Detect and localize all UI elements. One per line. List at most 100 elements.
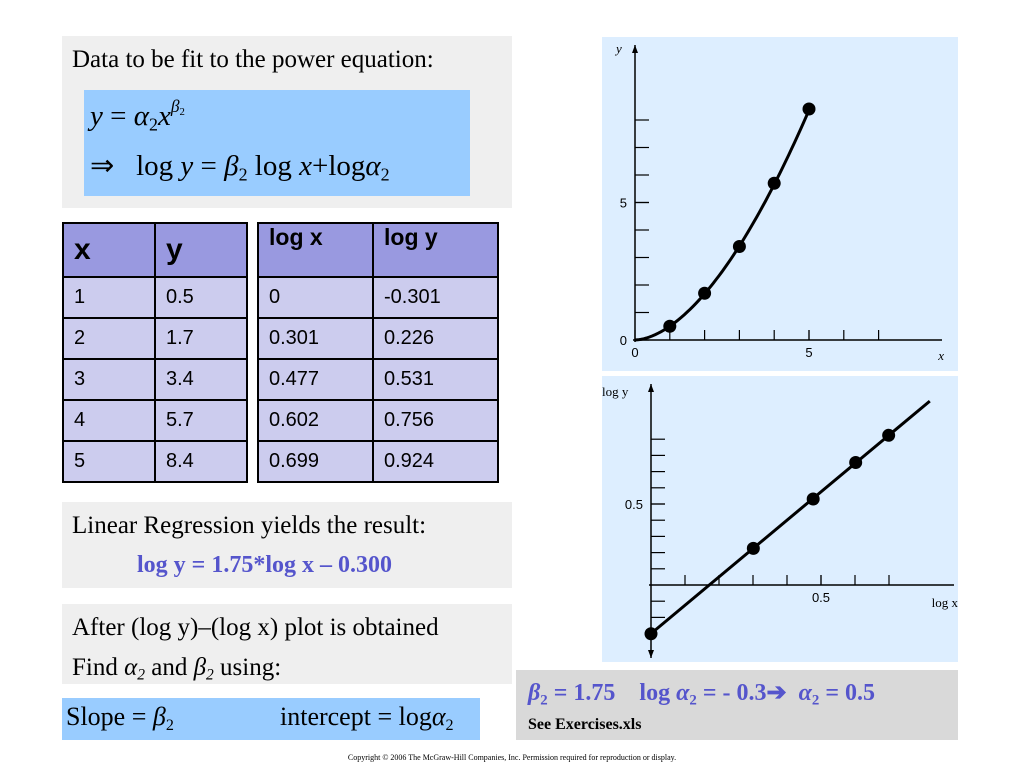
intercept-equation: intercept = logα2 <box>280 702 454 734</box>
eq-equals: = <box>200 150 217 182</box>
data-point <box>746 541 760 555</box>
alpha-sub: 2 <box>811 692 820 709</box>
intercept-label: intercept <box>280 702 371 731</box>
table-row: 5 8.4 <box>62 440 248 483</box>
table-row: 0.477 0.531 <box>257 358 499 401</box>
regression-label: Linear Regression yields the result: <box>72 512 427 539</box>
slope-equation: Slope = β2 <box>66 702 174 734</box>
table-row: 0.699 0.924 <box>257 440 499 483</box>
y-tick-label: 0.5 <box>625 497 643 512</box>
table-cell: 1.7 <box>154 317 248 360</box>
y-tick-label: 0 <box>620 333 627 348</box>
log-text: log <box>328 150 366 182</box>
table-cell: 0.477 <box>257 358 374 401</box>
eq-alpha: α <box>365 150 381 182</box>
right-arrow-icon: ➔ <box>766 680 787 706</box>
beta-symbol: β <box>528 680 541 706</box>
eq-beta-sub: 2 <box>179 106 185 119</box>
alpha-sub: 2 <box>689 692 697 709</box>
log-fit-chart: 0.5 0.5 log x log y <box>602 376 958 662</box>
log-text: log <box>254 150 292 182</box>
intro-title: Data to be fit to the power equation: <box>72 46 434 73</box>
eq-beta-sub: 2 <box>238 164 248 185</box>
table-row: 1 0.5 <box>62 276 248 319</box>
table-row: 3 3.4 <box>62 358 248 401</box>
beta-symbol: β <box>152 702 166 731</box>
column-header-log-y: log y <box>372 222 499 278</box>
table-cell: 8.4 <box>154 440 248 483</box>
x-tick-label: 0.5 <box>812 590 830 605</box>
log-text: log <box>136 150 174 182</box>
slope-label: Slope <box>66 702 126 731</box>
eq-alpha-sub: 2 <box>380 164 390 185</box>
log-fit-chart-svg: 0.5 0.5 log x log y <box>602 384 958 658</box>
eq-plus: + <box>311 150 329 182</box>
using-text: using: <box>220 654 282 681</box>
regression-panel: Linear Regression yields the result: log… <box>62 502 512 588</box>
y-axis-down-arrow-icon <box>648 650 654 658</box>
beta-value: = 1.75 <box>547 680 616 706</box>
log-alpha-value: = - 0.3 <box>696 680 767 706</box>
y-axis-arrow-icon <box>648 384 654 392</box>
column-header-log-x: log x <box>257 222 374 278</box>
beta-sub: 2 <box>206 666 214 684</box>
data-point <box>849 456 863 470</box>
beta-symbol: β <box>193 654 207 681</box>
data-point <box>644 627 658 641</box>
data-point <box>767 176 781 190</box>
slope-intercept-box: Slope = β2 intercept = logα2 <box>62 698 480 740</box>
log-text: log <box>398 702 432 731</box>
eq-equals: = <box>377 702 393 731</box>
data-point <box>806 492 820 506</box>
intro-panel: Data to be fit to the power equation: y … <box>62 36 512 208</box>
eq-y: y <box>90 100 103 132</box>
instructions-panel: After (log y)–(log x) plot is obtained F… <box>62 604 512 684</box>
regression-equation: log y = 1.75*log x – 0.300 <box>137 552 393 578</box>
data-point <box>663 319 677 333</box>
alpha-sub: 2 <box>445 716 454 734</box>
table-cell: 3 <box>62 358 156 401</box>
alpha-symbol: α <box>798 680 812 706</box>
alpha-symbol: α <box>124 654 138 681</box>
y-axis-label: log y <box>602 384 629 399</box>
table-cell: 3.4 <box>154 358 248 401</box>
table-cell: 0.531 <box>372 358 499 401</box>
copyright-notice: Copyright © 2006 The McGraw-Hill Compani… <box>347 753 677 762</box>
data-point <box>732 240 746 253</box>
alpha-sub: 2 <box>137 666 145 684</box>
table-row: 2 1.7 <box>62 317 248 360</box>
table-cell: 0.5 <box>154 276 248 319</box>
table-cell: 1 <box>62 276 156 319</box>
table-header-row: x y <box>62 222 248 278</box>
eq-alpha-sub: 2 <box>148 114 158 135</box>
table-cell: 5.7 <box>154 399 248 442</box>
eq-alpha: α <box>133 100 149 132</box>
power-equation-box: y = α2xβ2 ⇒ log y = β2 log x+logα2 <box>84 90 470 196</box>
x-axis-label: x <box>937 348 944 363</box>
table-cell: -0.301 <box>372 276 499 319</box>
column-header-x: x <box>62 222 156 278</box>
fit-curve <box>650 399 931 635</box>
table-cell: 0.226 <box>372 317 499 360</box>
table-cell: 0.699 <box>257 440 374 483</box>
data-point <box>882 428 896 442</box>
log-equation: ⇒ log y = β2 log x+logα2 <box>90 148 390 183</box>
instructions-line-2: Find α2 and β2 using: <box>72 654 282 684</box>
eq-x: x <box>157 100 171 132</box>
data-point <box>802 102 816 116</box>
eq-beta: β <box>170 95 180 116</box>
eq-equals: = <box>131 702 147 731</box>
eq-y: y <box>180 150 194 182</box>
table-cell: 0.924 <box>372 440 499 483</box>
x-axis-label: log x <box>932 595 958 610</box>
table-row: 0.602 0.756 <box>257 399 499 442</box>
table-row: 0.301 0.226 <box>257 317 499 360</box>
instructions-line-1: After (log y)–(log x) plot is obtained <box>72 614 439 641</box>
implies-arrow: ⇒ <box>90 150 115 182</box>
fit-curve <box>634 109 811 342</box>
power-fit-chart-svg: 0 5 0 5 x y <box>614 41 944 363</box>
column-header-y: y <box>154 222 248 278</box>
table-cell: 2 <box>62 317 156 360</box>
y-axis-arrow-icon <box>632 45 638 53</box>
beta-sub: 2 <box>165 716 174 734</box>
